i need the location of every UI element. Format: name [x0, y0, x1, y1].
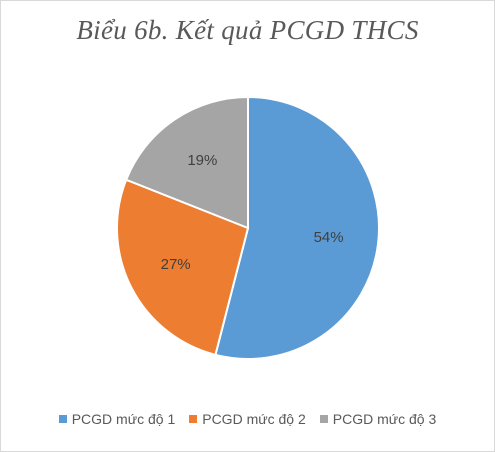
chart-title: Biểu 6b. Kết quả PCGD THCS	[76, 15, 419, 45]
pie-slice-3	[124, 95, 249, 230]
legend-item-2: PCGD mức độ 2	[189, 411, 306, 427]
legend-swatch-1	[58, 415, 67, 423]
pie-slices	[116, 95, 380, 360]
pie-data-label-2: 27%	[161, 256, 191, 273]
legend-swatch-2	[189, 415, 198, 423]
pie-slice-2	[116, 178, 250, 357]
pie-data-label-1: 54%	[314, 229, 344, 246]
legend-label-2: PCGD mức độ 2	[202, 411, 306, 427]
legend-label-1: PCGD mức độ 1	[71, 411, 176, 427]
legend-item-1: PCGD mức độ 1	[58, 411, 176, 427]
pie-data-label-3: 19%	[187, 152, 217, 169]
chart-legend: PCGD mức độ 1 PCGD mức độ 2 PCGD mức độ 3	[1, 411, 494, 427]
pie-slice-1	[214, 95, 380, 360]
legend-item-3: PCGD mức độ 3	[319, 411, 437, 427]
legend-swatch-3	[319, 415, 328, 423]
legend-label-3: PCGD mức độ 3	[332, 411, 437, 427]
pie-chart: 54% 27% 19%	[116, 95, 380, 360]
pie-data-labels: 54% 27% 19%	[161, 152, 344, 273]
